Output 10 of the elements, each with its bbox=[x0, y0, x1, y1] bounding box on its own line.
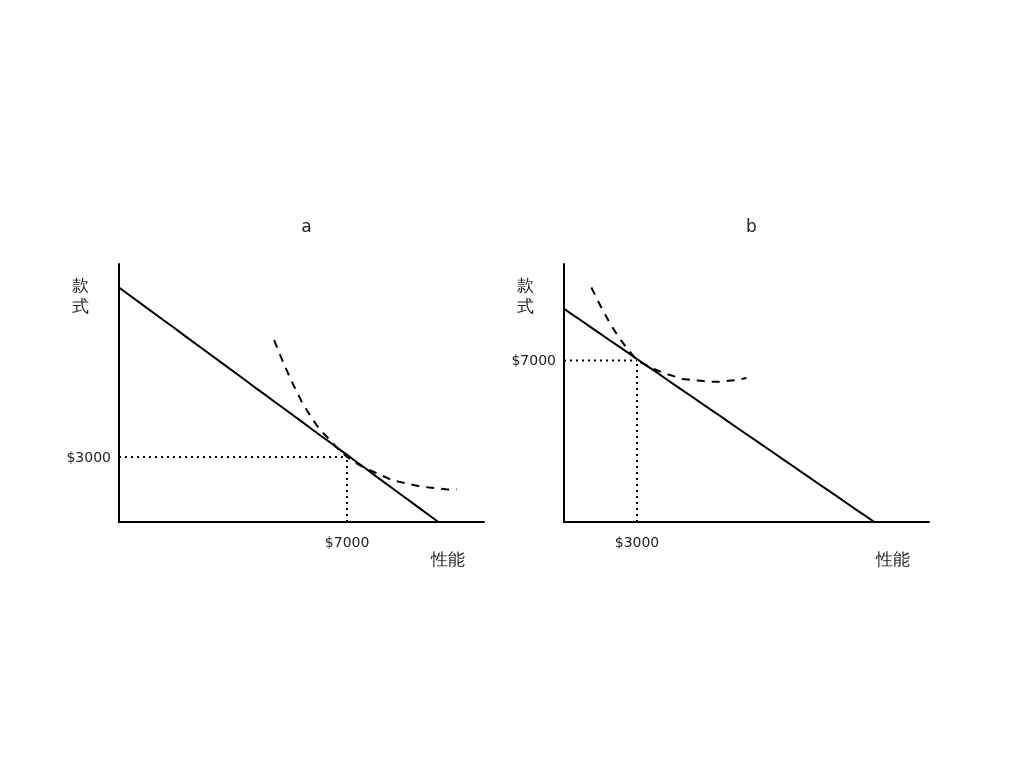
chart-title: a bbox=[301, 215, 312, 236]
text: $7000 bbox=[511, 352, 556, 369]
text: $7000 bbox=[324, 534, 370, 550]
chart-title: b bbox=[746, 215, 757, 236]
x-axis-title: 性能 bbox=[430, 548, 465, 569]
text: $3000 bbox=[614, 534, 660, 550]
x-axis-title: 性能 bbox=[875, 548, 910, 569]
y-axis-title: 款式 bbox=[72, 274, 89, 316]
y-axis-title: 款式 bbox=[517, 274, 534, 316]
text: $3000 bbox=[66, 449, 111, 466]
